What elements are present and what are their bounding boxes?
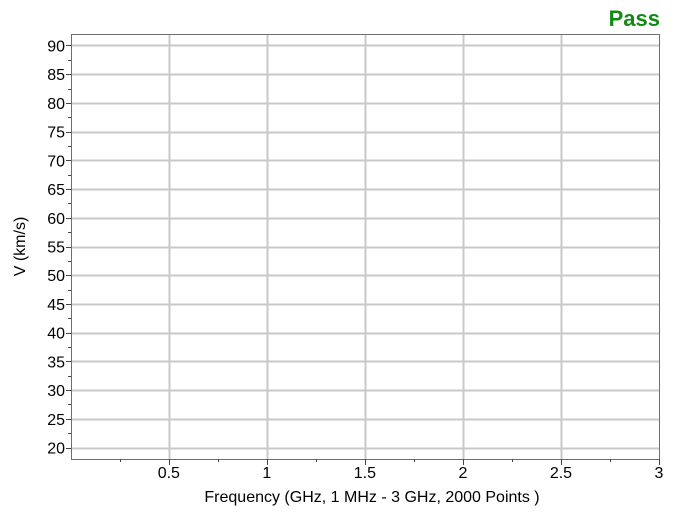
x-tick-label: 1.5 [354,465,376,482]
grid [71,34,659,459]
x-tick-label: 1 [262,465,271,482]
axis-tick-labels: 0.5 1 1.5 2 2.5 3 20 25 30 35 40 45 50 55 60 65 70 75 80 85… [47,38,663,482]
y-tick-label: 35 [47,354,65,371]
y-tick-label: 30 [47,383,65,400]
y-tick-label: 55 [47,240,65,257]
y-tick-label: 45 [47,297,65,314]
x-tick-label: 2.5 [550,465,572,482]
y-tick-label: 60 [47,211,65,228]
y-tick-label: 70 [47,153,65,170]
y-tick-label: 25 [47,412,65,429]
axis-ticks [66,45,660,465]
y-tick-label: 65 [47,182,65,199]
x-tick-label: 3 [655,465,664,482]
y-tick-label: 50 [47,268,65,285]
y-tick-label: 80 [47,96,65,113]
pass-status-label: Pass [608,6,660,31]
y-axis-label: V (km/s) [12,217,29,277]
y-tick-label: 40 [47,326,65,343]
y-tick-label: 90 [47,38,65,55]
x-axis-label: Frequency (GHz, 1 MHz - 3 GHz, 2000 Poin… [204,489,539,506]
x-tick-label: 2 [458,465,467,482]
y-tick-label: 75 [47,125,65,142]
x-tick-label: 0.5 [158,465,180,482]
y-tick-label: 85 [47,67,65,84]
y-tick-label: 20 [47,441,65,458]
